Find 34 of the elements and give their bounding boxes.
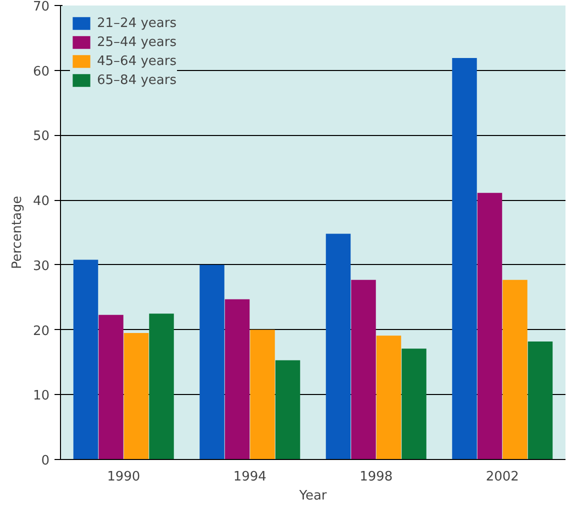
bar xyxy=(98,314,124,460)
bar xyxy=(224,299,250,460)
legend-label: 25–44 years xyxy=(97,34,176,50)
y-tick-label: 40 xyxy=(32,194,50,210)
bar xyxy=(528,341,553,460)
bar xyxy=(250,330,275,460)
y-tick-label: 20 xyxy=(32,324,50,339)
bar xyxy=(124,333,149,460)
x-tick-label: 2002 xyxy=(486,470,519,484)
bar xyxy=(376,336,402,460)
y-tick-label: 10 xyxy=(32,388,50,404)
y-tick-label: 60 xyxy=(32,64,50,80)
y-axis-title: Percentage xyxy=(10,196,25,270)
x-axis-title: Year xyxy=(298,488,328,504)
y-tick-label: 70 xyxy=(32,0,50,14)
legend-label: 21–24 years xyxy=(97,16,176,30)
x-tick-label: 1994 xyxy=(233,470,266,484)
bar xyxy=(502,280,528,460)
bar xyxy=(149,314,174,460)
bar xyxy=(402,348,426,460)
bar xyxy=(73,260,98,460)
y-tick-label: 30 xyxy=(32,258,50,274)
bar xyxy=(326,234,351,460)
legend-label: 45–64 years xyxy=(97,54,176,68)
bar xyxy=(351,280,376,460)
bar xyxy=(200,264,224,460)
bar xyxy=(452,58,477,460)
bar xyxy=(477,192,502,460)
y-tick-label: 50 xyxy=(32,129,50,144)
x-tick-label: 1998 xyxy=(360,470,393,484)
y-tick-label: 0 xyxy=(41,454,50,468)
legend-label: 65–84 years xyxy=(97,72,176,88)
x-tick-label: 1990 xyxy=(107,470,140,484)
bar xyxy=(275,360,300,460)
